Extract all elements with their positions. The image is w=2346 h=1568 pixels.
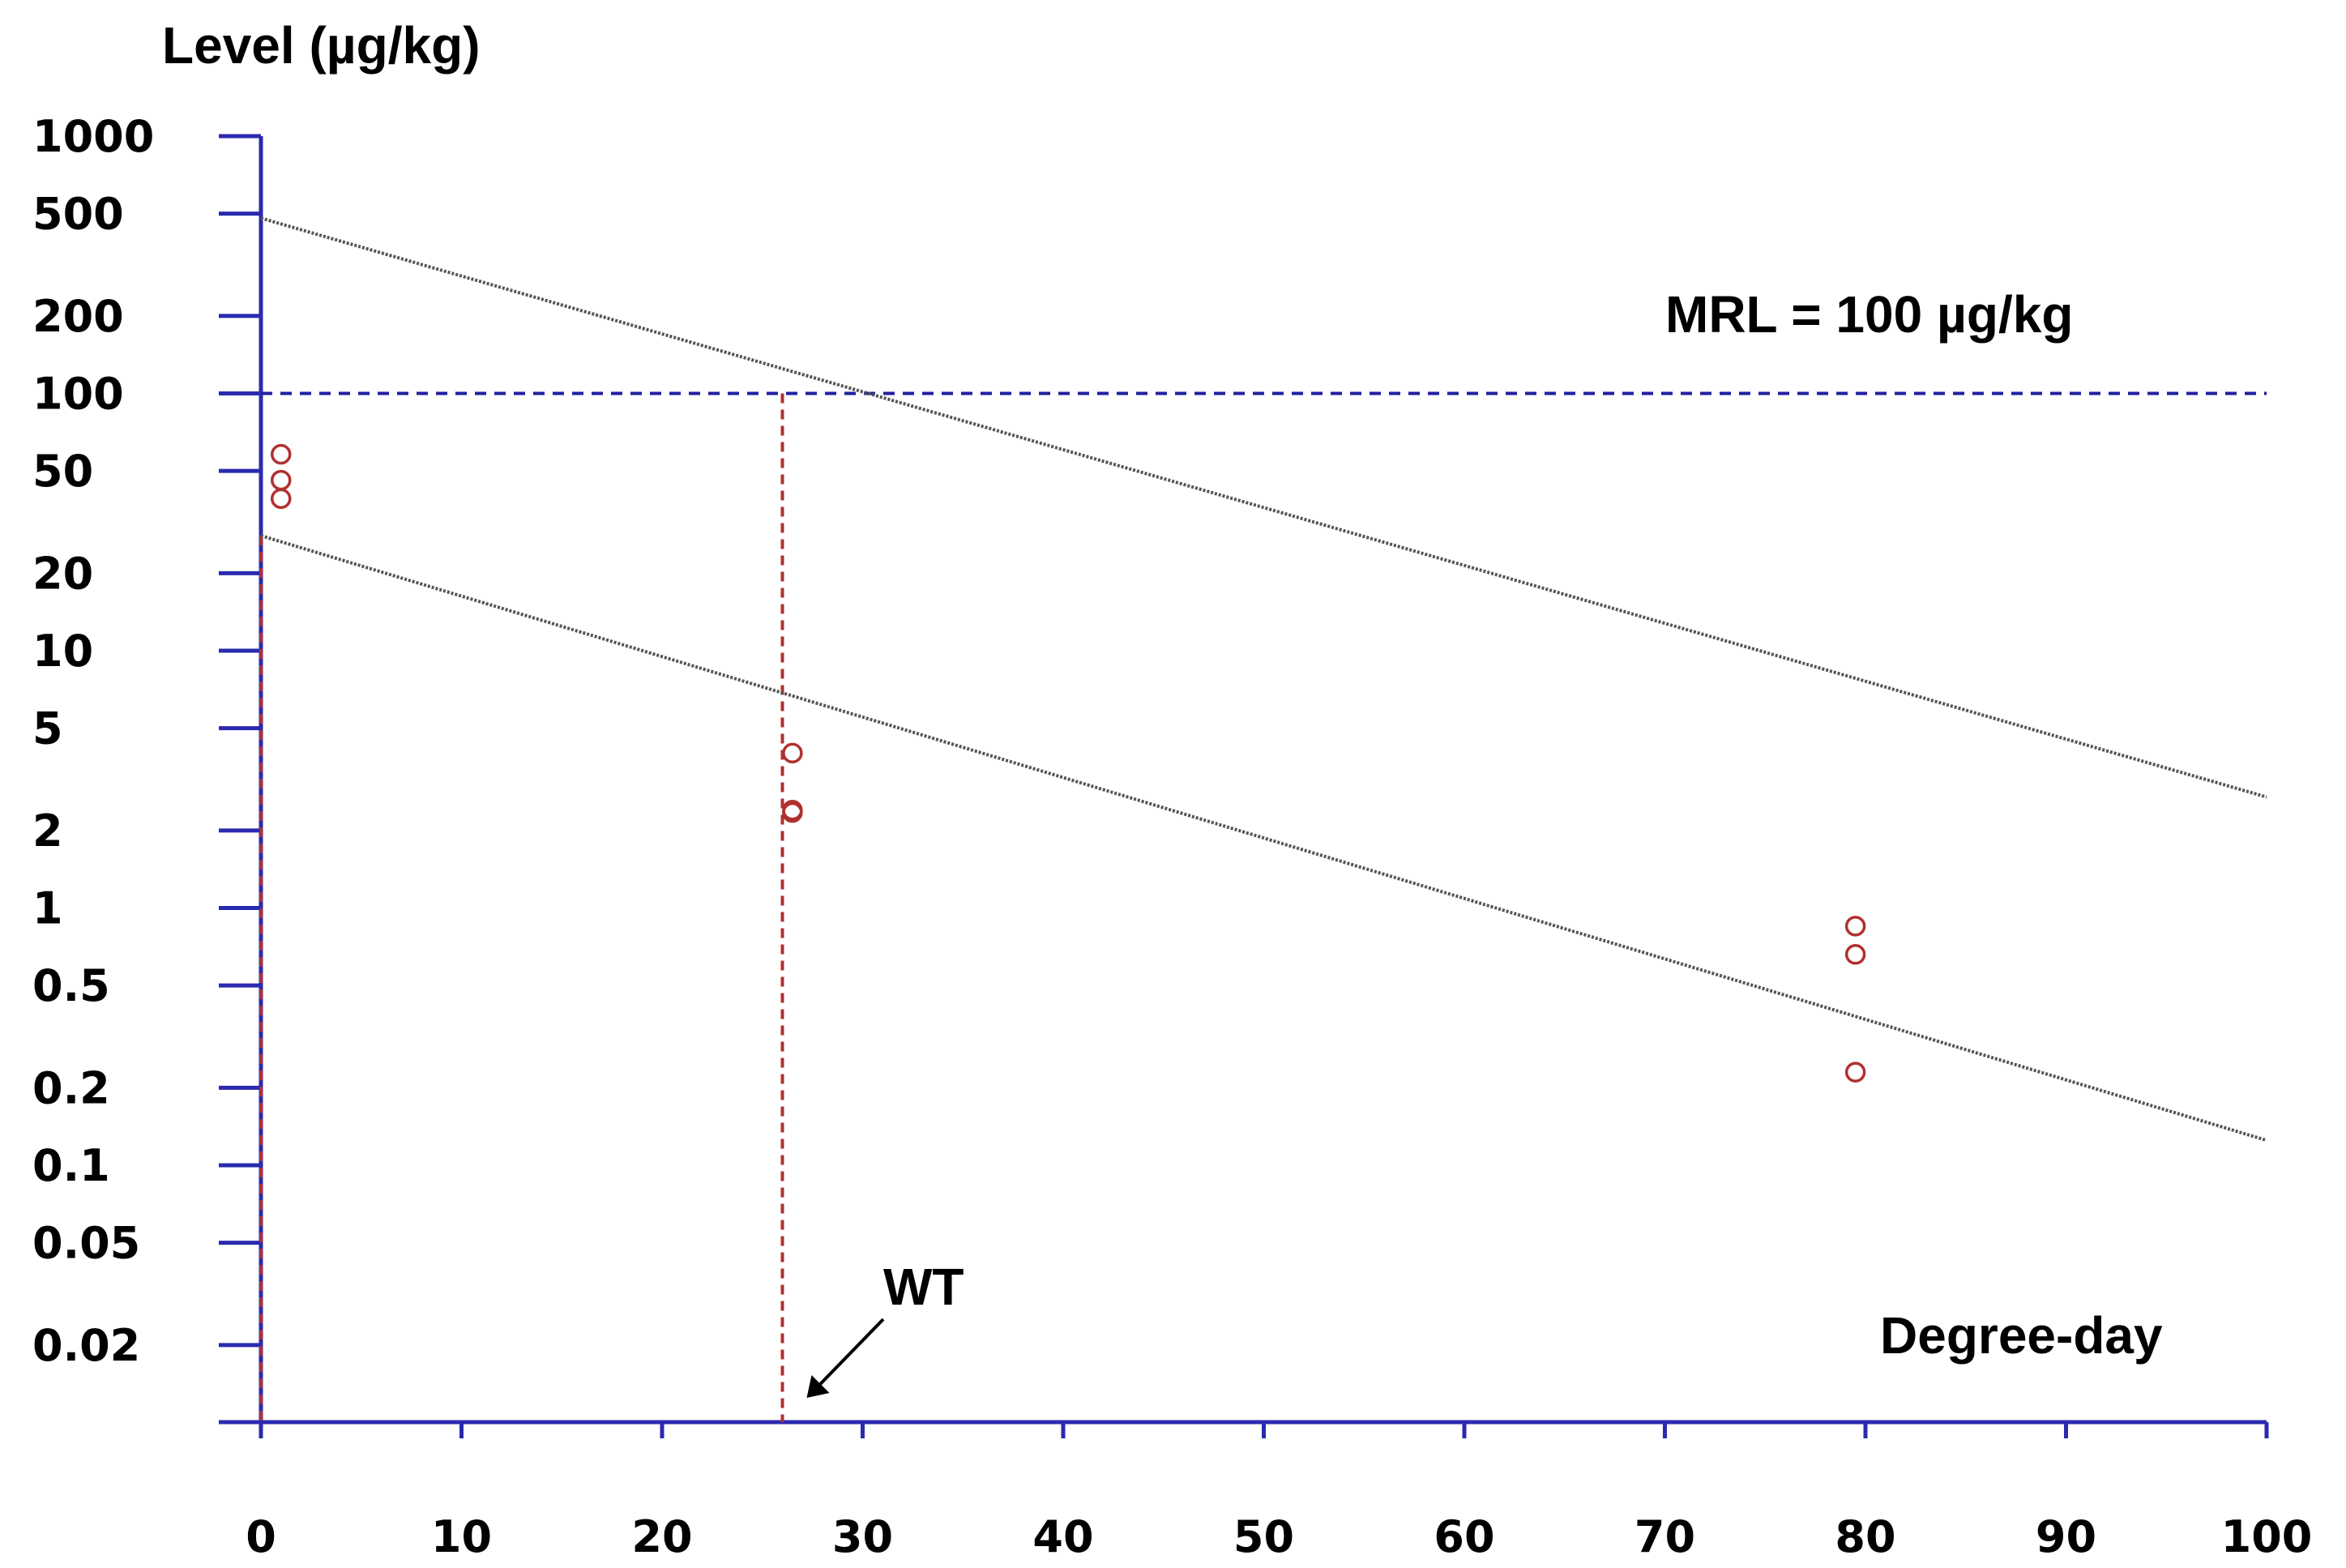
y-tick-label: 1 <box>32 883 63 934</box>
y-tick-label: 1000 <box>32 111 154 162</box>
x-tick-label: 30 <box>832 1511 893 1562</box>
scatter-point <box>1844 916 1866 937</box>
plot-area: 1000 500 200 100 50 20 10 5 2 1 0.5 0.2 0.1 0.05 0.02 0… <box>32 111 2312 1562</box>
y-tick-label: 0.02 <box>32 1320 140 1371</box>
mrl-label: MRL = 100 µg/kg <box>1665 285 2073 344</box>
x-tick-label: 40 <box>1032 1511 1093 1562</box>
y-tick-label: 500 <box>32 189 124 240</box>
y-tick-label: 200 <box>32 291 124 342</box>
x-axis-title: Degree-day <box>1880 1306 2163 1365</box>
x-tick-label: 90 <box>2036 1511 2096 1562</box>
x-tick-label: 0 <box>246 1511 276 1562</box>
y-tick-label: 0.1 <box>32 1140 110 1191</box>
x-tick-label: 70 <box>1635 1511 1695 1562</box>
scatter-point <box>1844 1062 1866 1083</box>
x-tick-label: 20 <box>631 1511 692 1562</box>
y-tick-label: 0.5 <box>32 960 110 1011</box>
y-tick-label: 0.05 <box>32 1218 140 1269</box>
y-tick-label: 100 <box>32 369 124 420</box>
y-tick-label: 50 <box>32 446 93 497</box>
x-tick-label: 60 <box>1434 1511 1494 1562</box>
scatter-point <box>782 742 803 764</box>
upper-limit-line <box>260 216 2267 799</box>
scatter-point <box>271 443 292 465</box>
y-tick-label: 20 <box>32 548 93 599</box>
scatter-point <box>782 801 803 823</box>
wt-arrowhead <box>806 1375 830 1398</box>
y-tick-label: 5 <box>32 703 63 754</box>
wt-label: WT <box>883 1258 964 1316</box>
y-tick-label: 10 <box>32 626 93 677</box>
scatter-point <box>271 469 292 491</box>
y-axis-title: Level (µg/kg) <box>162 16 481 75</box>
x-tick-label: 10 <box>431 1511 492 1562</box>
regression-line <box>260 534 2267 1143</box>
y-tick-label: 0.2 <box>32 1062 110 1113</box>
x-tick-label: 80 <box>1835 1511 1895 1562</box>
x-tick-label: 100 <box>2221 1511 2313 1562</box>
scatter-point <box>271 488 292 510</box>
x-tick-label: 50 <box>1233 1511 1294 1562</box>
wt-arrow-shaft <box>812 1318 885 1393</box>
y-tick-label: 2 <box>32 805 63 857</box>
scatter-point <box>1844 944 1866 965</box>
